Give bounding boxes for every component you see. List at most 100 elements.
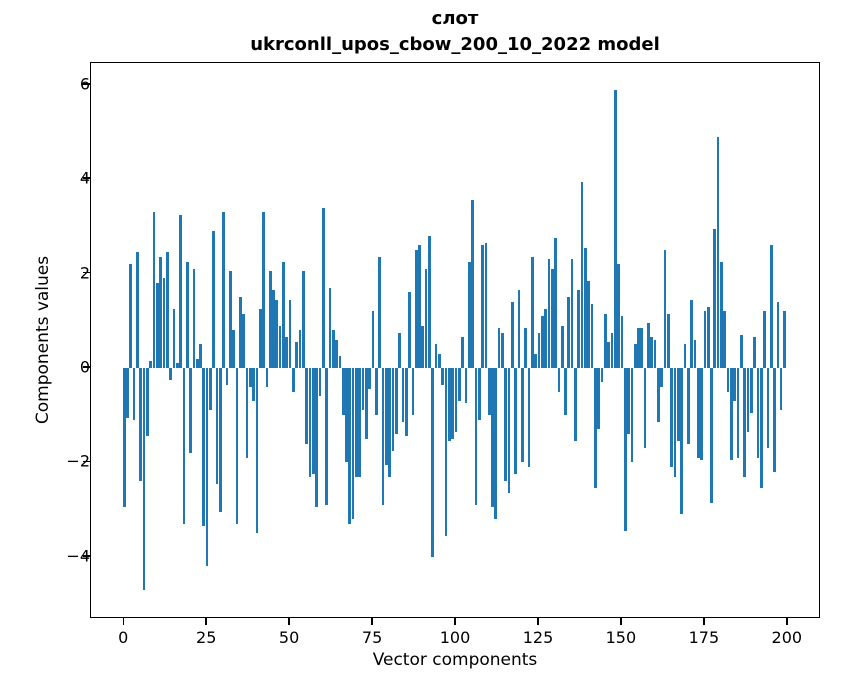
bar	[315, 368, 318, 508]
bars-container	[91, 63, 819, 617]
bar	[686, 368, 690, 444]
bar	[139, 368, 143, 482]
bar	[723, 311, 727, 368]
bar	[275, 299, 279, 368]
bar	[743, 368, 746, 477]
bar	[235, 368, 239, 524]
bar	[530, 257, 534, 368]
bar	[272, 290, 275, 368]
x-tick-label: 0	[118, 628, 129, 647]
bar	[700, 368, 703, 461]
bar	[680, 368, 683, 515]
bar	[132, 368, 136, 420]
bar	[146, 368, 149, 437]
bar	[262, 212, 265, 368]
bar	[302, 271, 305, 368]
bar	[308, 368, 312, 477]
bar	[325, 368, 328, 505]
bar	[321, 207, 325, 368]
bar	[355, 368, 358, 477]
bar	[165, 252, 169, 368]
x-tick-label: 50	[278, 628, 300, 647]
bar	[185, 261, 189, 368]
bar	[557, 368, 561, 392]
bar	[663, 250, 667, 368]
y-tick-mark	[83, 177, 90, 179]
bar	[331, 330, 335, 368]
bar	[733, 368, 737, 402]
bar	[587, 280, 591, 368]
bar	[564, 368, 567, 416]
bar	[258, 309, 262, 368]
bar	[278, 325, 282, 368]
bar	[252, 368, 255, 402]
bar	[248, 368, 252, 387]
bar	[497, 327, 501, 368]
bar	[756, 368, 760, 458]
bar	[484, 242, 488, 368]
bar	[653, 339, 657, 368]
bar	[451, 368, 455, 439]
y-tick-mark	[83, 460, 90, 463]
x-tick-mark	[454, 618, 456, 625]
bar	[464, 368, 468, 404]
bar	[633, 344, 637, 368]
x-tick-mark	[288, 618, 290, 625]
bar	[779, 368, 783, 411]
x-tick-mark	[205, 618, 207, 625]
bar	[693, 339, 697, 368]
bar	[766, 368, 770, 449]
bar	[607, 342, 610, 368]
bar	[657, 368, 660, 423]
bar	[156, 283, 159, 368]
y-tick-mark	[83, 366, 90, 368]
x-tick-mark	[537, 618, 539, 625]
bar	[637, 327, 640, 368]
bar	[408, 292, 411, 368]
x-tick-mark	[703, 618, 705, 625]
bar	[524, 327, 528, 368]
bar	[504, 368, 508, 482]
bar	[647, 323, 650, 368]
bar	[169, 368, 172, 380]
chart-title: слот ukrconll_upos_cbow_200_10_2022 mode…	[90, 6, 820, 58]
bar	[620, 316, 624, 368]
bar	[759, 368, 763, 489]
bar	[345, 368, 348, 463]
bar	[282, 261, 285, 368]
bar	[245, 368, 249, 458]
bar	[467, 261, 471, 368]
y-tick-mark	[83, 271, 90, 274]
bar	[667, 313, 670, 368]
bar	[617, 264, 620, 368]
bar	[152, 212, 156, 368]
bar	[521, 368, 524, 463]
bar	[242, 313, 245, 368]
x-tick-label: 175	[688, 628, 720, 647]
bar	[421, 325, 425, 368]
x-tick-mark	[620, 618, 622, 625]
x-tick-mark	[371, 618, 373, 625]
bar	[627, 368, 630, 435]
bar	[232, 330, 236, 368]
bar	[773, 368, 776, 472]
bar	[199, 344, 202, 368]
bar	[149, 360, 153, 368]
bar	[375, 368, 378, 416]
bar	[650, 337, 654, 368]
x-axis-label: Vector components	[372, 650, 538, 670]
bar	[570, 259, 574, 368]
bar	[418, 245, 421, 368]
bar	[255, 368, 259, 534]
bar	[368, 368, 372, 390]
bar	[195, 358, 199, 368]
y-tick-mark	[83, 83, 90, 85]
bar	[384, 368, 388, 465]
bar	[660, 368, 664, 387]
chart-title-line1: слот	[431, 8, 479, 29]
bar	[295, 342, 299, 368]
bar	[175, 363, 179, 368]
bar	[444, 368, 448, 536]
